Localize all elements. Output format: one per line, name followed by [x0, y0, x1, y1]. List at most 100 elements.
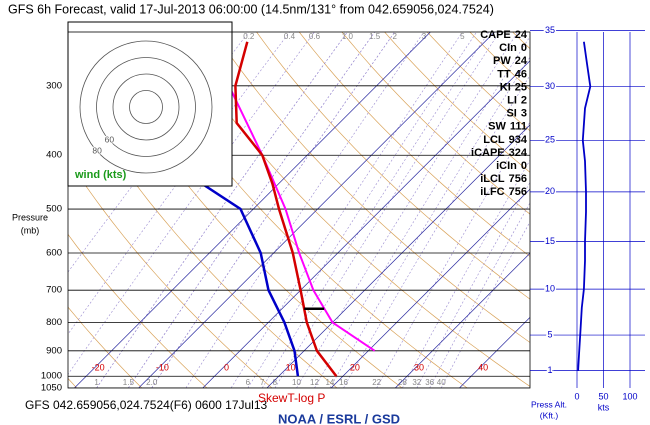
y-tick-label: 1050 — [41, 383, 62, 394]
footer: GFS 042.659056,024.7524(F6) 0600 17Jul13 — [25, 398, 268, 412]
isotherm — [459, 316, 530, 388]
mixing-ratio-label: 8 — [273, 378, 278, 387]
index-name: PW — [493, 55, 511, 67]
stability-index: SI 3 — [506, 108, 527, 120]
mixing-ratio-line — [314, 35, 530, 388]
hodograph-ring-label: 80 — [92, 145, 102, 155]
hodograph-ring — [79, 40, 213, 174]
mixing-ratio-line — [376, 121, 530, 388]
mixing-ratio-label: 2.0 — [146, 378, 158, 387]
height-axis-label: (Kft.) — [540, 410, 559, 420]
mixing-ratio-label: 5 — [460, 32, 465, 41]
dry-adiabat — [256, 32, 530, 300]
plot-frame — [67, 31, 531, 389]
mixing-ratio-label: 0.2 — [243, 32, 255, 41]
isotherm — [330, 188, 530, 388]
hodograph-frame — [67, 21, 233, 187]
index-value: 324 — [509, 147, 528, 159]
mixing-ratio-label: 0.4 — [284, 32, 296, 41]
mixing-ratio-line — [68, 32, 315, 375]
mixing-ratio-label: 3 — [422, 32, 427, 41]
stability-index: CIn 0 — [499, 42, 527, 54]
mixing-ratio-line — [230, 32, 463, 388]
mixing-ratio-line — [68, 32, 290, 335]
index-value: 0 — [521, 160, 527, 172]
index-name: iLCL — [480, 173, 505, 185]
mixing-ratio-label: 1.5 — [369, 32, 381, 41]
index-name: LI — [507, 94, 517, 106]
stability-index: SW 111 — [488, 121, 527, 133]
x-tick-label: -20 — [92, 363, 105, 373]
stability-index: TT 46 — [497, 68, 527, 80]
stability-index: LI 2 — [507, 94, 527, 106]
index-value: 756 — [509, 186, 527, 198]
index-value: 934 — [509, 134, 528, 146]
stability-index: LCL 934 — [483, 134, 528, 146]
index-name: SW — [488, 121, 506, 133]
speed-axis-label: kts — [598, 402, 610, 412]
y-tick-label: 900 — [46, 345, 62, 356]
y-tick-label: 500 — [46, 204, 62, 215]
diagram-label: SkewT-log P — [258, 391, 325, 405]
mixing-ratio-label: 16 — [339, 378, 348, 387]
mixing-ratio-label: 7 — [260, 378, 265, 387]
sounding-line — [234, 41, 338, 377]
index-value: 2 — [521, 94, 527, 106]
mixing-ratio-line — [274, 32, 500, 388]
index-name: CAPE — [480, 29, 511, 41]
index-value: 111 — [510, 121, 527, 133]
hodograph-label: wind (kts) — [74, 169, 127, 181]
index-value: 24 — [515, 55, 528, 67]
mixing-ratio-label: 36 — [425, 378, 434, 387]
y-axis-label: Pressure — [12, 212, 48, 222]
index-value: 25 — [515, 81, 527, 93]
chart-title: GFS 6h Forecast, valid 17-Jul-2013 06:00… — [8, 2, 494, 16]
credit: NOAA / ESRL / GSD — [278, 411, 400, 425]
dry-adiabat — [68, 306, 143, 388]
mixing-ratio-label: 22 — [372, 378, 381, 387]
mixing-ratio-label: 12 — [310, 378, 319, 387]
y-tick-label: 700 — [46, 285, 62, 296]
isotherm — [202, 60, 530, 388]
x-tick-label: 20 — [350, 363, 360, 373]
wind-speed-line — [577, 41, 592, 371]
y-tick-label: 300 — [46, 80, 62, 91]
index-value: 756 — [509, 173, 527, 185]
isotherm — [266, 124, 530, 388]
height-tick-label: 20 — [545, 186, 555, 196]
speed-tick-label: 100 — [622, 391, 637, 401]
y-tick-label: 800 — [46, 317, 62, 328]
index-name: LCL — [483, 134, 505, 146]
index-name: iCIn — [496, 160, 517, 172]
index-value: 3 — [521, 108, 527, 120]
parcel-line — [207, 41, 376, 352]
height-axis-label: Press Alt. — [531, 399, 567, 409]
mixing-ratio-label: 1 — [94, 378, 99, 387]
x-tick-label: 30 — [414, 363, 424, 373]
index-value: 46 — [515, 68, 527, 80]
mixing-ratio-label: 14 — [325, 378, 334, 387]
dry-adiabat — [426, 32, 530, 132]
y-tick-label: 400 — [46, 150, 62, 161]
dry-adiabat — [341, 32, 530, 215]
mixing-ratio-line — [261, 32, 490, 388]
stability-index: iCAPE 324 — [471, 147, 528, 159]
speed-tick-label: 50 — [598, 391, 608, 401]
mixing-ratio-line — [96, 32, 348, 388]
stability-index: iLCL 756 — [480, 173, 527, 185]
mixing-ratio-label: 28 — [398, 378, 407, 387]
x-tick-label: 0 — [224, 363, 229, 373]
mixing-ratio-label: 32 — [412, 378, 421, 387]
hodograph-ring — [129, 90, 163, 124]
hodograph-ring — [96, 57, 196, 157]
height-tick-label: 10 — [545, 283, 555, 293]
speed-tick-label: 0 — [574, 391, 579, 401]
index-name: iLFC — [480, 186, 504, 198]
mixing-ratio-line — [185, 32, 425, 388]
stability-index: iLFC 756 — [480, 186, 527, 198]
dry-adiabat — [384, 32, 530, 173]
mixing-ratio-line — [329, 56, 530, 388]
index-name: KI — [500, 81, 511, 93]
stability-index: CAPE 24 — [480, 29, 528, 41]
